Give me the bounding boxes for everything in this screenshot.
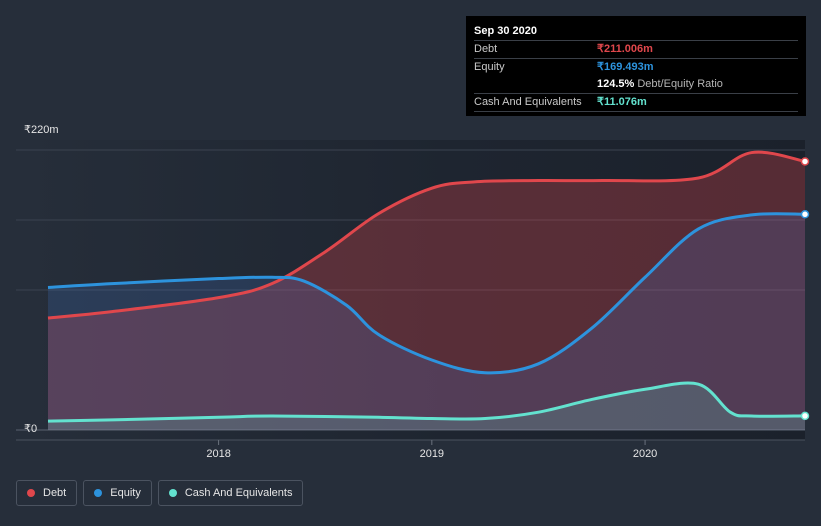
tooltip-ratio-label: Debt/Equity Ratio [637,78,723,90]
tooltip-debt-row: Debt ₹211.006m [474,40,798,58]
cash-and-equivalents-end-point [800,411,810,421]
x-tick-label: 2018 [206,448,230,460]
tooltip-cash-value: ₹11.076m [597,96,647,108]
tooltip-ratio-row: 124.5% Debt/Equity Ratio [474,76,798,93]
series-lines [47,150,810,423]
legend-item-debt[interactable]: Debt [16,480,78,506]
equity-line [47,212,806,375]
tooltip-cash-row: Cash And Equivalents ₹11.076m [474,93,798,112]
y-axis-zero-label: ₹0 [24,423,37,435]
y-axis-top-label: ₹220m [24,124,59,136]
tooltip-ratio-value: 124.5% [597,78,635,90]
debt-area [48,152,805,430]
debt-line [47,150,806,320]
legend-cash-dot-icon [168,489,177,497]
x-axis-ticks: 2018 2019 2020 [206,440,657,460]
legend-equity-label: Equity [110,487,141,499]
legend-item-cash[interactable]: Cash And Equivalents [157,480,304,506]
equity-area [48,213,805,430]
legend-item-equity[interactable]: Equity [83,480,152,506]
legend-equity-dot-icon [94,489,103,497]
x-tick-label: 2020 [633,448,657,460]
tooltip-debt-value: ₹211.006m [597,43,653,55]
legend-debt-label: Debt [43,487,67,499]
equity-end-point [800,210,810,219]
tooltip-cash-label: Cash And Equivalents [474,96,582,108]
gridlines [16,149,805,441]
tooltip-equity-value: ₹169.493m [597,61,654,73]
tooltip-equity-label: Equity [474,61,505,73]
tooltip-ratio-spacer [474,76,597,93]
legend-debt-dot-icon [27,489,35,497]
tooltip-equity-row: Equity ₹169.493m [474,58,798,76]
tooltip-date: Sep 30 2020 [474,25,537,37]
legend-cash-label: Cash And Equivalents [184,487,293,499]
x-tick-label: 2019 [420,448,444,460]
debt-end-point [800,157,810,166]
tooltip-panel: Sep 30 2020 Debt ₹211.006m Equity ₹169.4… [466,16,806,116]
cash-and-equivalents-line [47,381,806,423]
legend: Debt Equity Cash And Equivalents [16,480,304,506]
tooltip-debt-label: Debt [474,43,498,55]
